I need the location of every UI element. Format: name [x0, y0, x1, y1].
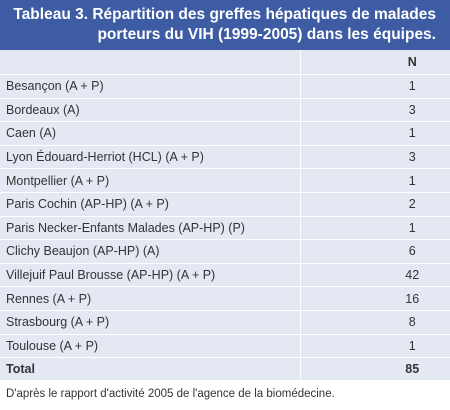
table-title: Tableau 3. Répartition des greffes hépat… [0, 0, 450, 50]
row-value: 42 [299, 263, 450, 288]
row-value: 2 [299, 192, 450, 217]
row-value: 8 [299, 310, 450, 335]
row-value: 3 [299, 98, 450, 123]
row-label: Villejuif Paul Brousse (AP-HP) (A + P) [0, 263, 300, 288]
row-label: Total [6, 362, 35, 377]
table-row: Lyon Édouard-Herriot (HCL) (A + P) 3 [0, 145, 450, 170]
row-label: Paris Cochin (AP-HP) (A + P) [0, 192, 300, 217]
row-value: 1 [299, 74, 450, 99]
table-row: Paris Cochin (AP-HP) (A + P) 2 [0, 192, 450, 217]
table-row: Toulouse (A + P) 1 [0, 334, 450, 359]
row-value: 16 [299, 286, 450, 311]
table-box: N Besançon (A + P) 1 Bordeaux (A) 3 Caen (A)… [0, 50, 450, 381]
table-row: Montpellier (A + P) 1 [0, 168, 450, 193]
row-value: 85 [299, 357, 450, 381]
row-label: Clichy Beaujon (AP-HP) (A) [0, 239, 300, 264]
row-value: 1 [299, 121, 450, 146]
row-value: 1 [299, 168, 450, 193]
row-value: 1 [299, 216, 450, 241]
table-row: Rennes (A + P) 16 [0, 286, 450, 311]
title-line: porteurs du VIH (1999-2005) dans les équ… [97, 26, 436, 43]
footnote: D'après le rapport d'activité 2005 de l'… [6, 388, 335, 400]
table-row: Clichy Beaujon (AP-HP) (A) 6 [0, 239, 450, 264]
row-label: Bordeaux (A) [0, 98, 300, 123]
table: N Besançon (A + P) 1 Bordeaux (A) 3 Caen (A)… [0, 50, 450, 381]
row-label: Rennes (A + P) [0, 286, 300, 311]
row-label: Toulouse (A + P) [0, 334, 300, 359]
header-row: N [0, 50, 450, 75]
row-value: 1 [299, 334, 450, 359]
row-label: Montpellier (A + P) [0, 168, 300, 193]
table-row: Besançon (A + P) 1 [0, 74, 450, 99]
table-row: Strasbourg (A + P) 8 [0, 310, 450, 335]
table-row: Total 85 [0, 357, 450, 381]
table-body: Besançon (A + P) 1 Bordeaux (A) 3 Caen (A) 1 L… [0, 74, 450, 381]
row-label: Strasbourg (A + P) [0, 310, 300, 335]
row-label: Caen (A) [0, 121, 300, 146]
row-value: 3 [299, 145, 450, 170]
row-label: Paris Necker-Enfants Malades (AP-HP) (P) [0, 216, 300, 241]
table-row: Bordeaux (A) 3 [0, 98, 450, 123]
table-row: Paris Necker-Enfants Malades (AP-HP) (P)… [0, 216, 450, 241]
row-label: Lyon Édouard-Herriot (HCL) (A + P) [0, 145, 300, 170]
header-cell [0, 50, 300, 75]
table-row: Caen (A) 1 [0, 121, 450, 146]
title-line: Tableau 3. Répartition des greffes hépat… [13, 6, 436, 23]
row-label: Besançon (A + P) [0, 74, 300, 99]
row-value: 6 [299, 239, 450, 264]
header-cell: N [299, 50, 450, 75]
table-row: Villejuif Paul Brousse (AP-HP) (A + P) 42 [0, 263, 450, 288]
